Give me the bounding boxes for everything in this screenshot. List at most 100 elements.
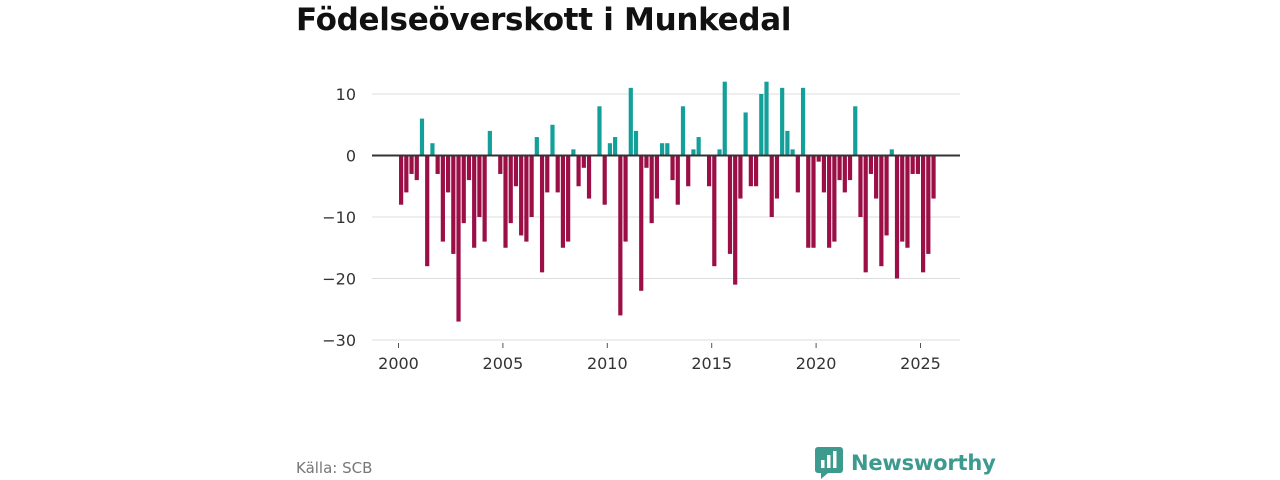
- bar: [774, 155, 780, 199]
- x-tick-label: 2020: [796, 354, 837, 373]
- x-tick-label: 2000: [378, 354, 419, 373]
- bar: [586, 155, 592, 199]
- bar: [806, 155, 811, 248]
- x-tick-label: 2005: [483, 354, 524, 373]
- bar: [404, 155, 409, 193]
- bar: [915, 155, 920, 174]
- bar: [461, 155, 466, 224]
- source-note: Källa: SCB: [296, 459, 373, 477]
- bar: [555, 155, 560, 193]
- x-tick-label: 2025: [900, 354, 941, 373]
- bar: [623, 155, 628, 242]
- bar: [508, 155, 513, 224]
- bar: [900, 155, 905, 242]
- bar: [858, 155, 863, 217]
- bar: [827, 155, 832, 248]
- bar: [618, 155, 623, 316]
- bar: [884, 155, 889, 236]
- bar: [910, 155, 915, 174]
- bar: [435, 155, 440, 174]
- bar: [597, 106, 602, 156]
- bar: [748, 155, 753, 187]
- bar: [571, 149, 576, 156]
- bar: [675, 155, 680, 205]
- bar: [696, 137, 701, 156]
- y-tick-label: −20: [322, 270, 356, 289]
- chart-title: Födelseöverskott i Munkedal: [296, 2, 792, 38]
- bar: [660, 143, 665, 156]
- bar: [602, 155, 607, 205]
- newsworthy-logo-icon: [815, 447, 843, 479]
- bar: [853, 106, 858, 156]
- bar: [759, 94, 764, 156]
- bar-series: [399, 81, 936, 322]
- bar: [451, 155, 456, 254]
- bar: [785, 130, 790, 156]
- bar: [513, 155, 519, 187]
- bar: [503, 155, 508, 248]
- bar: [712, 155, 717, 267]
- bar: [821, 155, 827, 193]
- bar: [894, 155, 900, 279]
- bar: [790, 149, 795, 156]
- bar: [889, 149, 894, 156]
- bar: [670, 155, 675, 181]
- brand-name: Newsworthy: [851, 451, 996, 475]
- bar: [874, 155, 879, 199]
- bar: [639, 155, 644, 291]
- bar: [466, 155, 472, 181]
- bar: [780, 87, 785, 156]
- x-axis-labels: 2000 2005 2010 2015 2020 2025: [378, 343, 941, 373]
- bar: [487, 130, 492, 156]
- bar: [628, 87, 633, 156]
- bar: [524, 155, 529, 242]
- bar: [832, 155, 837, 242]
- bar: [482, 155, 487, 242]
- bar: [722, 81, 727, 156]
- bar: [456, 155, 461, 322]
- bar: [409, 155, 414, 174]
- bar: [743, 112, 748, 156]
- bar: [519, 155, 524, 236]
- bar: [425, 155, 430, 267]
- x-tick-label: 2010: [587, 354, 628, 373]
- bar: [414, 155, 419, 181]
- bar: [691, 149, 696, 156]
- bar: [665, 143, 670, 156]
- bar: [863, 155, 868, 273]
- x-tick-label: 2015: [691, 354, 732, 373]
- bar: [795, 155, 800, 193]
- bar: [837, 155, 842, 181]
- bar: [811, 155, 816, 248]
- bar: [581, 155, 586, 168]
- bar: [534, 137, 539, 156]
- bar: [868, 155, 874, 174]
- bar: [644, 155, 649, 168]
- bar: [550, 124, 555, 156]
- bar: [847, 155, 853, 181]
- bar: [686, 155, 691, 187]
- y-axis-labels: 10 0 −10 −20 −30: [322, 85, 356, 350]
- y-tick-label: 0: [346, 147, 356, 166]
- y-tick-label: −10: [322, 208, 356, 227]
- y-tick-label: −30: [322, 331, 356, 350]
- bar: [576, 155, 581, 187]
- bar: [816, 155, 821, 162]
- bar: [727, 155, 733, 254]
- bar: [419, 118, 425, 156]
- bar: [440, 155, 445, 242]
- bar: [879, 155, 884, 267]
- bar: [430, 143, 435, 156]
- bar: [529, 155, 534, 217]
- bar: [921, 155, 926, 273]
- brand-logo[interactable]: Newsworthy: [815, 447, 996, 479]
- bar: [738, 155, 743, 199]
- bar: [399, 155, 404, 205]
- bar: [607, 143, 613, 156]
- bar: [649, 155, 654, 224]
- bar: [753, 155, 759, 187]
- bar: [905, 155, 910, 248]
- bar: [680, 106, 686, 156]
- y-tick-label: 10: [336, 85, 356, 104]
